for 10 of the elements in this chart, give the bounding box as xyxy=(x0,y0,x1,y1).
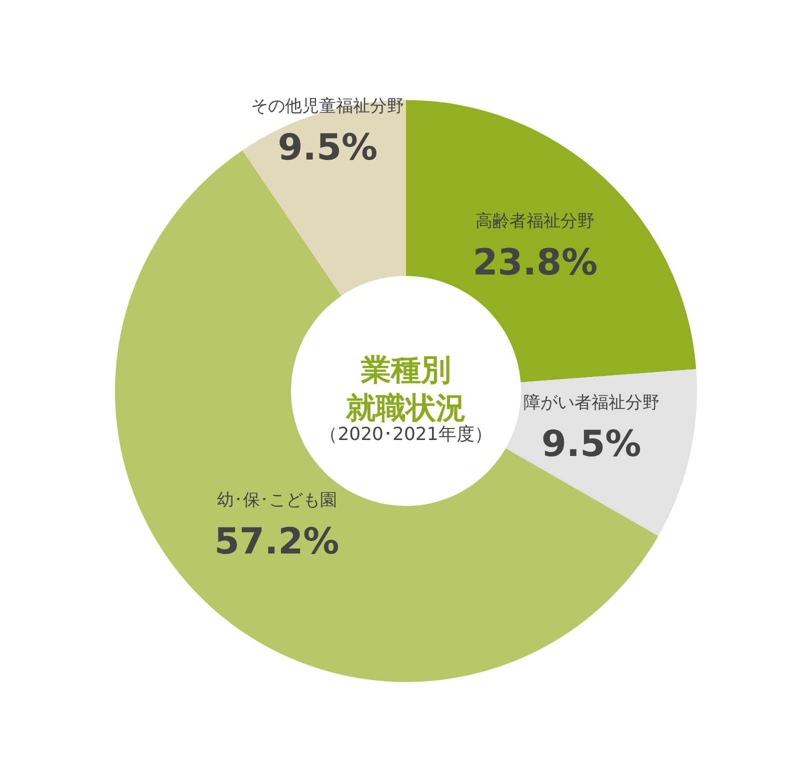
data-label: 9.5% xyxy=(541,424,642,466)
text: 業種別就職状況 xyxy=(345,353,466,426)
data-label: 57.2% xyxy=(214,521,340,562)
data-label: 23.8% xyxy=(472,242,598,284)
data-label: 9.5% xyxy=(278,127,378,168)
slice-label: 高齢者福祉分野 xyxy=(476,212,595,232)
slice-label: 障がい者福祉分野 xyxy=(523,393,660,414)
slice-label: 幼･保･こども園 xyxy=(216,490,337,510)
text: （2020･2021年度） xyxy=(320,424,492,445)
slice-label: その他児童福祉分野 xyxy=(251,96,404,116)
